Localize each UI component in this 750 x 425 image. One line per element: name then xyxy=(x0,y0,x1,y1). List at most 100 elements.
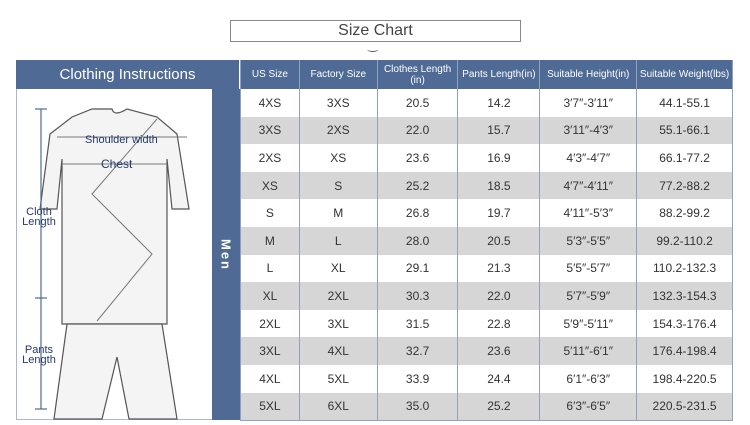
table-cell: L xyxy=(240,254,300,283)
table-row: 2XL 3XL 31.5 22.8 5′9″-5′11″ 154.3-176.4 xyxy=(240,309,733,338)
table-cell: 220.5-231.5 xyxy=(636,392,733,422)
table-cell: 132.3-154.3 xyxy=(636,282,733,310)
divider-mark: ‿ xyxy=(368,38,378,52)
table-cell: XS xyxy=(240,171,300,200)
table-cell: 6′1″-6′3″ xyxy=(539,364,637,393)
table-cell: 77.2-88.2 xyxy=(636,171,733,200)
table-cell: 23.6 xyxy=(457,337,540,365)
table-cell: 4′11″-5′3″ xyxy=(539,199,637,227)
table-row: S M 26.8 19.7 4′11″-5′3″ 88.2-99.2 xyxy=(240,199,733,227)
table-cell: 29.1 xyxy=(376,254,458,283)
table-cell: 4′7″-4′11″ xyxy=(539,171,637,200)
table-cell: 4XS xyxy=(240,89,300,117)
table-cell: 3XL xyxy=(240,337,300,365)
table-cell: 5′7″-5′9″ xyxy=(539,282,637,310)
size-chart-title: Size Chart xyxy=(230,20,521,42)
shoulder-width-label: Shoulder width xyxy=(85,134,158,146)
column-header: Clothes Length (in) xyxy=(376,60,458,89)
table-cell: 2XS xyxy=(298,116,378,145)
table-cell: S xyxy=(298,171,378,200)
table-row: 3XL 4XL 32.7 23.6 5′11″-6′1″ 176.4-198.4 xyxy=(240,337,733,365)
table-cell: 28.0 xyxy=(376,226,458,255)
chest-label: Chest xyxy=(101,157,133,171)
table-cell: 2XS xyxy=(240,144,300,172)
men-text: Men xyxy=(218,238,234,271)
jersey-shorts-illustration xyxy=(35,108,190,420)
table-cell: 19.7 xyxy=(457,199,540,227)
table-cell: 198.4-220.5 xyxy=(636,364,733,393)
table-cell: XS xyxy=(298,144,378,172)
cloth-length-label: Cloth Length xyxy=(22,206,56,228)
column-header: US Size xyxy=(240,60,300,89)
table-cell: 6XL xyxy=(298,392,378,422)
table-cell: 4′3″-4′7″ xyxy=(539,144,637,172)
table-cell: 35.0 xyxy=(376,392,458,422)
garment-diagram: Shoulder width Chest Cloth Length Pants … xyxy=(16,89,212,420)
table-cell: 3XL xyxy=(298,309,378,338)
table-cell: 30.3 xyxy=(376,282,458,310)
table-cell: XL xyxy=(240,282,300,310)
table-cell: 32.7 xyxy=(376,337,458,365)
table-cell: L xyxy=(298,226,378,255)
table-row: 2XS XS 23.6 16.9 4′3″-4′7″ 66.1-77.2 xyxy=(240,144,733,172)
table-cell: 15.7 xyxy=(457,116,540,145)
table-cell: 22.8 xyxy=(457,309,540,338)
table-cell: S xyxy=(240,199,300,227)
column-header: Suitable Height(in) xyxy=(539,60,637,89)
table-row: L XL 29.1 21.3 5′5″-5′7″ 110.2-132.3 xyxy=(240,254,733,283)
table-cell: 31.5 xyxy=(376,309,458,338)
table-cell: 154.3-176.4 xyxy=(636,309,733,338)
table-row: M L 28.0 20.5 5′3″-5′5″ 99.2-110.2 xyxy=(240,226,733,255)
table-cell: 5XL xyxy=(298,364,378,393)
table-cell: M xyxy=(298,199,378,227)
table-cell: XL xyxy=(298,254,378,283)
column-header: Suitable Weight(lbs) xyxy=(636,60,733,89)
table-cell: 3XS xyxy=(240,116,300,145)
table-row: 4XL 5XL 33.9 24.4 6′1″-6′3″ 198.4-220.5 xyxy=(240,364,733,393)
table-cell: 2XL xyxy=(240,309,300,338)
table-cell: 20.5 xyxy=(376,89,458,117)
table-cell: 23.6 xyxy=(376,144,458,172)
table-cell: 66.1-77.2 xyxy=(636,144,733,172)
table-cell: 4XL xyxy=(240,364,300,393)
table-cell: 16.9 xyxy=(457,144,540,172)
table-row: XL 2XL 30.3 22.0 5′7″-5′9″ 132.3-154.3 xyxy=(240,282,733,310)
pants-length-label: Pants Length xyxy=(22,344,56,366)
table-cell: 24.4 xyxy=(457,364,540,393)
table-row: XS S 25.2 18.5 4′7″-4′11″ 77.2-88.2 xyxy=(240,171,733,200)
table-cell: 25.2 xyxy=(457,392,540,422)
table-cell: 5XL xyxy=(240,392,300,422)
table-cell: 26.8 xyxy=(376,199,458,227)
table-cell: 14.2 xyxy=(457,89,540,117)
table-cell: 22.0 xyxy=(457,282,540,310)
men-group-label: Men xyxy=(212,89,240,420)
table-cell: 5′3″-5′5″ xyxy=(539,226,637,255)
table-cell: 20.5 xyxy=(457,226,540,255)
table-cell: 33.9 xyxy=(376,364,458,393)
table-row: 3XS 2XS 22.0 15.7 3′11″-4′3″ 55.1-66.1 xyxy=(240,116,733,145)
table-cell: 2XL xyxy=(298,282,378,310)
table-cell: 22.0 xyxy=(376,116,458,145)
table-row: 4XS 3XS 20.5 14.2 3′7″-3′11″ 44.1-55.1 xyxy=(240,89,733,117)
table-cell: 5′5″-5′7″ xyxy=(539,254,637,283)
table-cell: 55.1-66.1 xyxy=(636,116,733,145)
table-cell: 110.2-132.3 xyxy=(636,254,733,283)
table-row: 5XL 6XL 35.0 25.2 6′3″-6′5″ 220.5-231.5 xyxy=(240,392,733,422)
table-cell: 176.4-198.4 xyxy=(636,337,733,365)
table-header-row: US Size Factory Size Clothes Length (in) Pa… xyxy=(240,60,733,89)
table-cell: 4XL xyxy=(298,337,378,365)
table-cell: 6′3″-6′5″ xyxy=(539,392,637,422)
table-cell: 3′7″-3′11″ xyxy=(539,89,637,117)
table-cell: 99.2-110.2 xyxy=(636,226,733,255)
table-cell: 3XS xyxy=(298,89,378,117)
table-cell: 18.5 xyxy=(457,171,540,200)
table-cell: 25.2 xyxy=(376,171,458,200)
column-header: Pants Length(in) xyxy=(457,60,540,89)
column-header: Factory Size xyxy=(298,60,378,89)
table-cell: 5′9″-5′11″ xyxy=(539,309,637,338)
table-cell: 21.3 xyxy=(457,254,540,283)
size-table: US Size Factory Size Clothes Length (in) Pa… xyxy=(240,60,733,422)
table-cell: 44.1-55.1 xyxy=(636,89,733,117)
table-cell: 88.2-99.2 xyxy=(636,199,733,227)
clothing-instructions-header: Clothing Instructions xyxy=(16,60,239,89)
